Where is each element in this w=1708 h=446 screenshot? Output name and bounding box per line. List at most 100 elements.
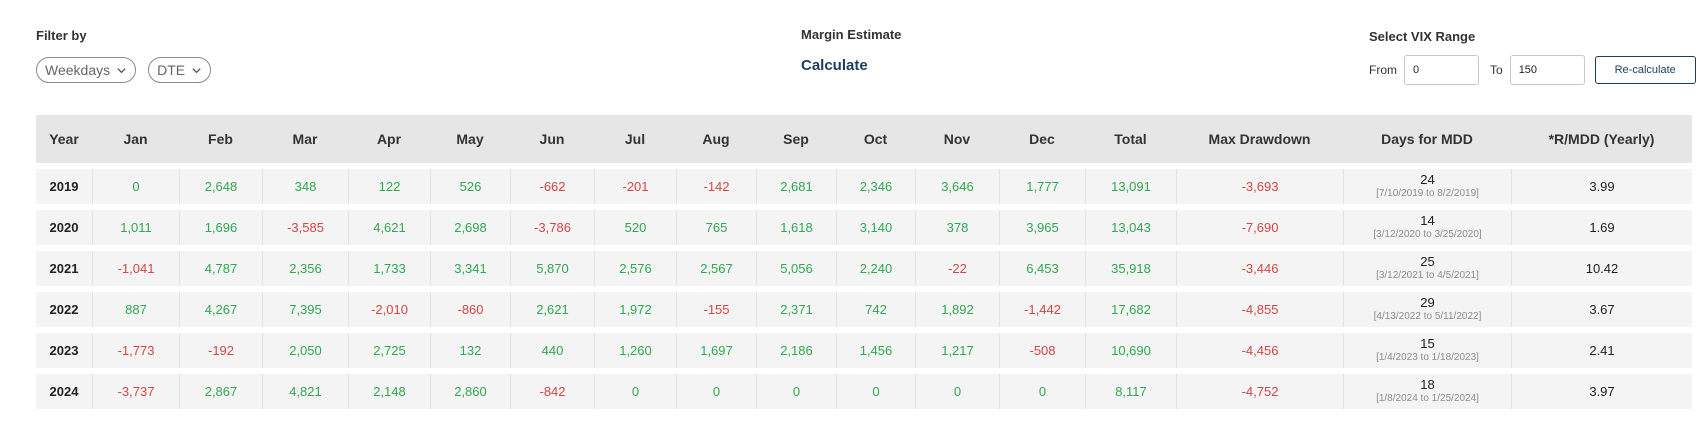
month-cell-oct: 2,346: [836, 169, 915, 204]
header-feb: Feb: [208, 131, 233, 147]
month-cell-jul: 1,972: [594, 292, 676, 327]
month-cell-oct: 3,140: [836, 210, 915, 245]
total-cell: 8,117: [1085, 374, 1176, 409]
vix-from-input[interactable]: [1404, 55, 1479, 85]
month-cell-jul: 2,576: [594, 251, 676, 286]
chevron-down-icon: [117, 67, 126, 73]
days-for-mdd-cell: 25 [3/12/2021 to 4/5/2021]: [1343, 251, 1511, 286]
month-cell-feb: 1,696: [179, 210, 262, 245]
days-date-range: [1/8/2024 to 1/25/2024]: [1376, 393, 1479, 405]
margin-section: Margin Estimate Calculate: [801, 27, 901, 75]
total-cell: 13,091: [1085, 169, 1176, 204]
max-drawdown-cell: -3,693: [1176, 169, 1343, 204]
month-cell-sep: 2,371: [756, 292, 836, 327]
weekdays-dropdown[interactable]: Weekdays: [36, 57, 137, 83]
month-cell-oct: 742: [836, 292, 915, 327]
days-for-mdd-cell: 29 [4/13/2022 to 5/11/2022]: [1343, 292, 1511, 327]
month-cell-apr: 2,148: [348, 374, 430, 409]
dte-dropdown[interactable]: DTE: [148, 57, 212, 83]
month-cell-jan: 1,011: [92, 210, 179, 245]
month-cell-feb: -192: [179, 333, 262, 368]
days-count: 24: [1420, 172, 1435, 188]
days-date-range: [3/12/2021 to 4/5/2021]: [1376, 270, 1479, 282]
year-cell: 2019: [49, 179, 79, 194]
header-year: Year: [49, 131, 79, 147]
r-mdd-cell: 2.41: [1511, 333, 1692, 368]
year-cell: 2021: [49, 261, 79, 276]
month-cell-sep: 2,186: [756, 333, 836, 368]
header-jan: Jan: [123, 131, 148, 147]
month-cell-aug: -155: [676, 292, 756, 327]
month-cell-mar: 7,395: [262, 292, 348, 327]
vix-section: Select VIX Range From To Re-calculate: [1369, 29, 1696, 85]
table-row: 2019 0 2,648 348 122 526 -662 -201 -142 2,681 2,34…: [36, 169, 1692, 204]
month-cell-mar: -3,585: [262, 210, 348, 245]
header-total: Total: [1114, 131, 1147, 147]
month-cell-jan: -3,737: [92, 374, 179, 409]
month-cell-jan: -1,041: [92, 251, 179, 286]
total-cell: 17,682: [1085, 292, 1176, 327]
month-cell-feb: 2,867: [179, 374, 262, 409]
month-cell-dec: -508: [999, 333, 1085, 368]
month-cell-aug: 1,697: [676, 333, 756, 368]
month-cell-jan: 887: [92, 292, 179, 327]
month-cell-nov: 0: [915, 374, 999, 409]
vix-from-label: From: [1369, 63, 1397, 77]
days-date-range: [3/12/2020 to 3/25/2020]: [1373, 229, 1482, 241]
month-cell-aug: 765: [676, 210, 756, 245]
days-for-mdd-cell: 18 [1/8/2024 to 1/25/2024]: [1343, 374, 1511, 409]
filter-section: Filter by Weekdays DTE: [36, 28, 212, 83]
month-cell-jul: 520: [594, 210, 676, 245]
year-cell: 2020: [49, 220, 79, 235]
month-cell-aug: 2,567: [676, 251, 756, 286]
days-count: 25: [1420, 254, 1435, 270]
month-cell-sep: 0: [756, 374, 836, 409]
month-cell-apr: 4,621: [348, 210, 430, 245]
month-cell-jun: -662: [510, 169, 594, 204]
recalculate-button[interactable]: Re-calculate: [1594, 56, 1696, 84]
month-cell-feb: 4,787: [179, 251, 262, 286]
days-count: 14: [1420, 213, 1435, 229]
month-cell-mar: 2,356: [262, 251, 348, 286]
chevron-down-icon: [192, 67, 201, 73]
month-cell-dec: -1,442: [999, 292, 1085, 327]
header-sep: Sep: [783, 131, 809, 147]
table-body: 2019 0 2,648 348 122 526 -662 -201 -142 2,681 2,34…: [36, 169, 1692, 409]
month-cell-sep: 2,681: [756, 169, 836, 204]
total-cell: 35,918: [1085, 251, 1176, 286]
month-cell-dec: 0: [999, 374, 1085, 409]
month-cell-aug: -142: [676, 169, 756, 204]
header-apr: Apr: [376, 131, 402, 147]
filter-label: Filter by: [36, 28, 87, 43]
month-cell-dec: 6,453: [999, 251, 1085, 286]
max-drawdown-cell: -4,855: [1176, 292, 1343, 327]
month-cell-sep: 1,618: [756, 210, 836, 245]
month-cell-may: 2,860: [430, 374, 510, 409]
month-cell-nov: 1,217: [915, 333, 999, 368]
month-cell-jun: 2,621: [510, 292, 594, 327]
max-drawdown-cell: -3,446: [1176, 251, 1343, 286]
month-cell-sep: 5,056: [756, 251, 836, 286]
year-cell: 2022: [49, 302, 79, 317]
month-cell-jun: 440: [510, 333, 594, 368]
header-r-mdd-yearly: *R/MDD (Yearly): [1548, 131, 1655, 147]
month-cell-may: -860: [430, 292, 510, 327]
header-jun: Jun: [539, 131, 565, 147]
days-for-mdd-cell: 14 [3/12/2020 to 3/25/2020]: [1343, 210, 1511, 245]
header-days-for-mdd: Days for MDD: [1381, 131, 1473, 147]
year-cell: 2023: [49, 343, 79, 358]
max-drawdown-cell: -4,456: [1176, 333, 1343, 368]
total-cell: 10,690: [1085, 333, 1176, 368]
results-table: Year Jan Feb Mar Apr May Jun Jul Aug Sep Oct Nov Dec…: [36, 115, 1692, 415]
month-cell-aug: 0: [676, 374, 756, 409]
days-count: 18: [1420, 377, 1435, 393]
month-cell-nov: 1,892: [915, 292, 999, 327]
days-count: 29: [1420, 295, 1435, 311]
vix-to-label: To: [1490, 63, 1503, 77]
vix-to-input[interactable]: [1509, 55, 1585, 85]
table-row: 2021 -1,041 4,787 2,356 1,733 3,341 5,870 2,576…: [36, 251, 1692, 286]
month-cell-apr: 122: [348, 169, 430, 204]
month-cell-jan: 0: [92, 169, 179, 204]
calculate-link[interactable]: Calculate: [801, 57, 868, 74]
table-row: 2022 887 4,267 7,395 -2,010 -860 2,621 1,972 -15…: [36, 292, 1692, 327]
